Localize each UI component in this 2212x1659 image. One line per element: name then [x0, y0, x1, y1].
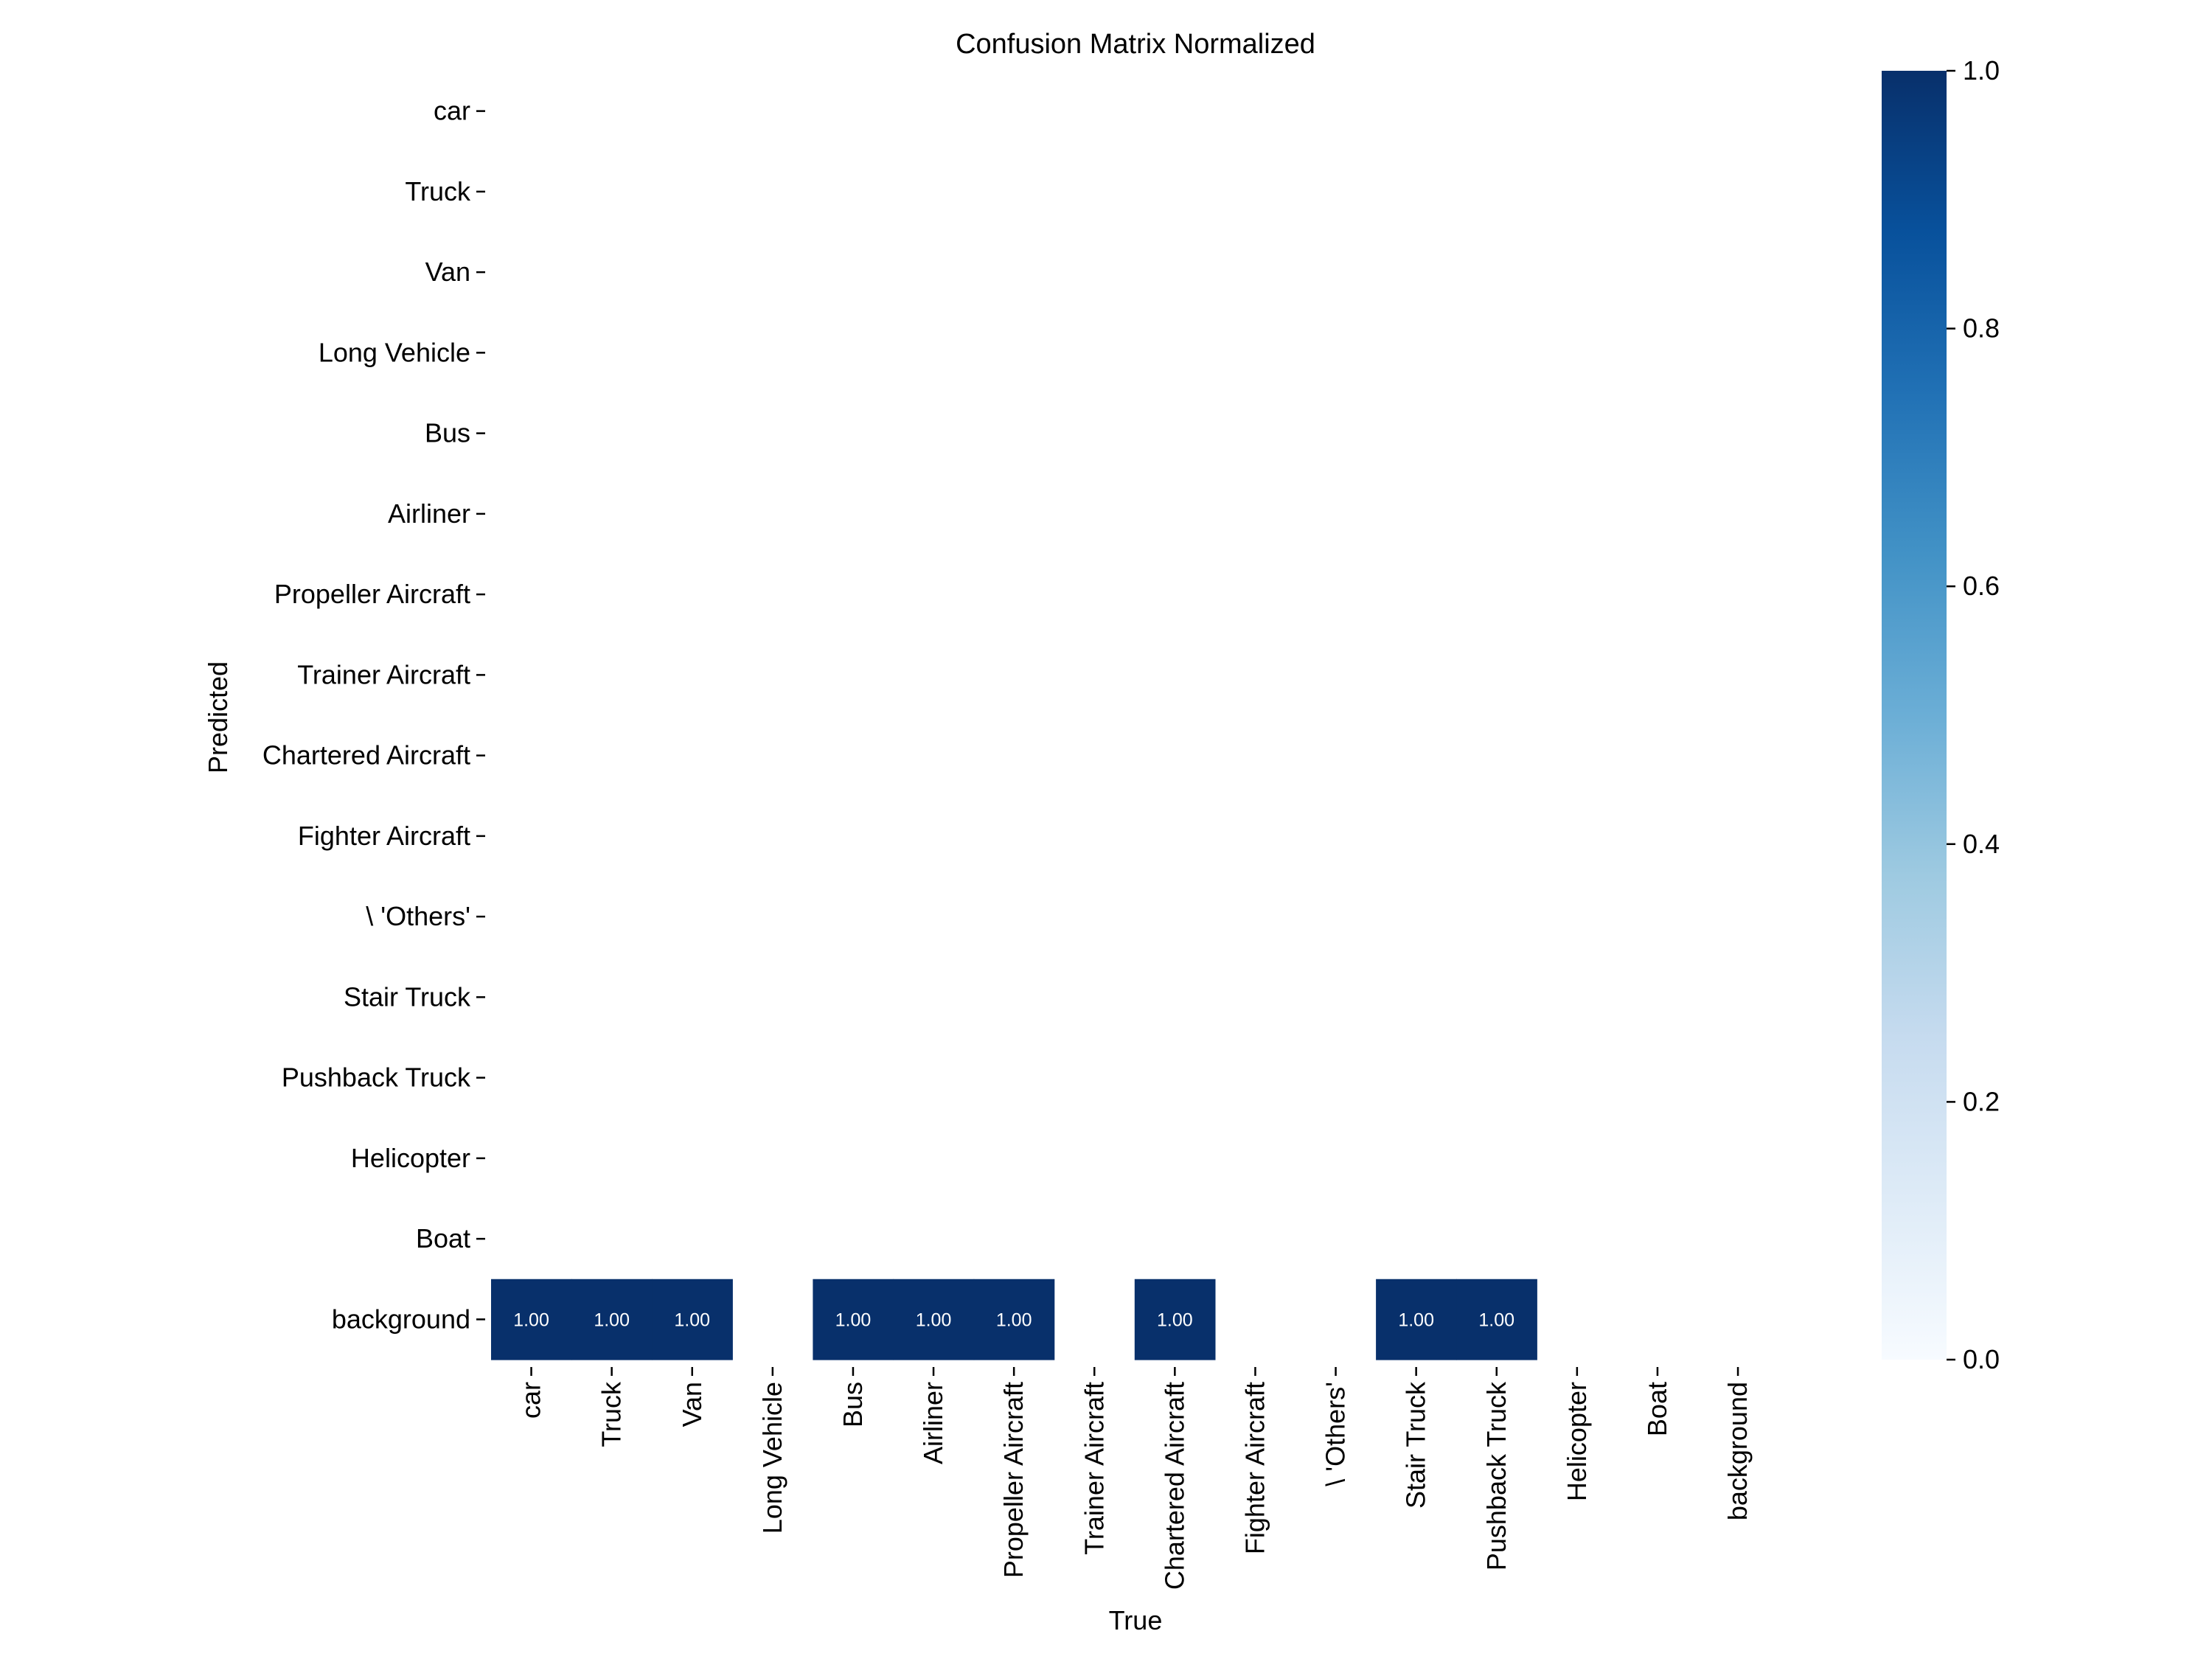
x-tick-label: Propeller Aircraft	[998, 1382, 1029, 1578]
cell-value-label: 1.00	[594, 1310, 630, 1330]
x-axis-ticks: car Truck Van Long Vehicle Bus Airliner Propel…	[516, 1367, 1753, 1590]
colorbar-tick-label: 0.8	[1963, 313, 2000, 344]
y-tick-label: Trainer Aircraft	[297, 659, 470, 689]
cell-value-label: 1.00	[835, 1310, 872, 1330]
heatmap-cell-labels: 1.00 1.00 1.00 1.00 1.00 1.00 1.00 1.00 1.00	[513, 1310, 1514, 1330]
cell-value-label: 1.00	[1478, 1310, 1514, 1330]
heatmap-cell	[491, 1279, 572, 1360]
x-tick-label: Airliner	[918, 1382, 948, 1464]
x-tick-label: Van	[677, 1382, 707, 1427]
y-tick-label: background	[332, 1304, 470, 1334]
y-tick-label: Boat	[416, 1223, 470, 1253]
heatmap-cell	[813, 1279, 894, 1360]
y-tick-label: Fighter Aircraft	[298, 821, 470, 851]
cell-value-label: 1.00	[1157, 1310, 1193, 1330]
colorbar-tick-label: 1.0	[1963, 55, 2000, 86]
x-tick-label: Bus	[838, 1382, 868, 1427]
x-tick-label: Stair Truck	[1401, 1381, 1431, 1509]
x-tick-label: Chartered Aircraft	[1159, 1382, 1189, 1590]
y-tick-label: Van	[425, 257, 470, 287]
x-tick-label: Trainer Aircraft	[1079, 1382, 1109, 1555]
y-tick-label: Long Vehicle	[319, 337, 470, 367]
heatmap-cell	[1376, 1279, 1457, 1360]
heatmap-cell	[1134, 1279, 1216, 1360]
heatmap-cell	[973, 1279, 1055, 1360]
heatmap-cell	[893, 1279, 975, 1360]
cell-value-label: 1.00	[916, 1310, 952, 1330]
y-tick-label: Truck	[405, 176, 471, 206]
heatmap-cell	[652, 1279, 733, 1360]
cell-value-label: 1.00	[1398, 1310, 1434, 1330]
x-tick-label: Pushback Truck	[1481, 1381, 1512, 1571]
colorbar-tick-label: 0.0	[1963, 1344, 2000, 1374]
heatmap-cells	[491, 1279, 1537, 1360]
x-axis-label: True	[1109, 1605, 1163, 1635]
chart-title: Confusion Matrix Normalized	[956, 29, 1315, 60]
x-tick-label: background	[1722, 1382, 1753, 1520]
y-tick-label: car	[434, 96, 470, 126]
y-tick-label: Airliner	[388, 498, 470, 529]
y-tick-label: Chartered Aircraft	[262, 740, 470, 771]
y-tick-label: Bus	[425, 418, 470, 448]
y-axis-label: Predicted	[203, 661, 233, 773]
colorbar-tick-label: 0.2	[1963, 1086, 2000, 1116]
x-tick-label: Long Vehicle	[757, 1382, 787, 1534]
cell-value-label: 1.00	[513, 1310, 549, 1330]
x-tick-label: Boat	[1642, 1382, 1672, 1436]
y-tick-label: Propeller Aircraft	[274, 579, 470, 609]
y-tick-label: Pushback Truck	[282, 1062, 471, 1093]
x-tick-label: Helicopter	[1562, 1382, 1592, 1501]
x-tick-label: Fighter Aircraft	[1239, 1382, 1270, 1554]
y-tick-label: Stair Truck	[344, 981, 471, 1012]
x-tick-label: Truck	[597, 1381, 627, 1447]
x-tick-label: \ 'Others'	[1321, 1382, 1351, 1486]
y-tick-label: \ 'Others'	[366, 901, 470, 931]
colorbar-tick-label: 0.4	[1963, 829, 2000, 859]
y-tick-label: Helicopter	[351, 1143, 470, 1173]
x-tick-label: car	[516, 1382, 546, 1419]
cell-value-label: 1.00	[996, 1310, 1032, 1330]
colorbar	[1882, 71, 1947, 1360]
heatmap-cell	[571, 1279, 653, 1360]
y-axis-ticks: car Truck Van Long Vehicle Bus Airliner Propel…	[262, 96, 485, 1334]
colorbar-ticks: 0.0 0.2 0.4 0.6 0.8 1.0	[1947, 55, 2000, 1374]
heatmap-cell	[1456, 1279, 1537, 1360]
colorbar-tick-label: 0.6	[1963, 571, 2000, 601]
cell-value-label: 1.00	[674, 1310, 710, 1330]
